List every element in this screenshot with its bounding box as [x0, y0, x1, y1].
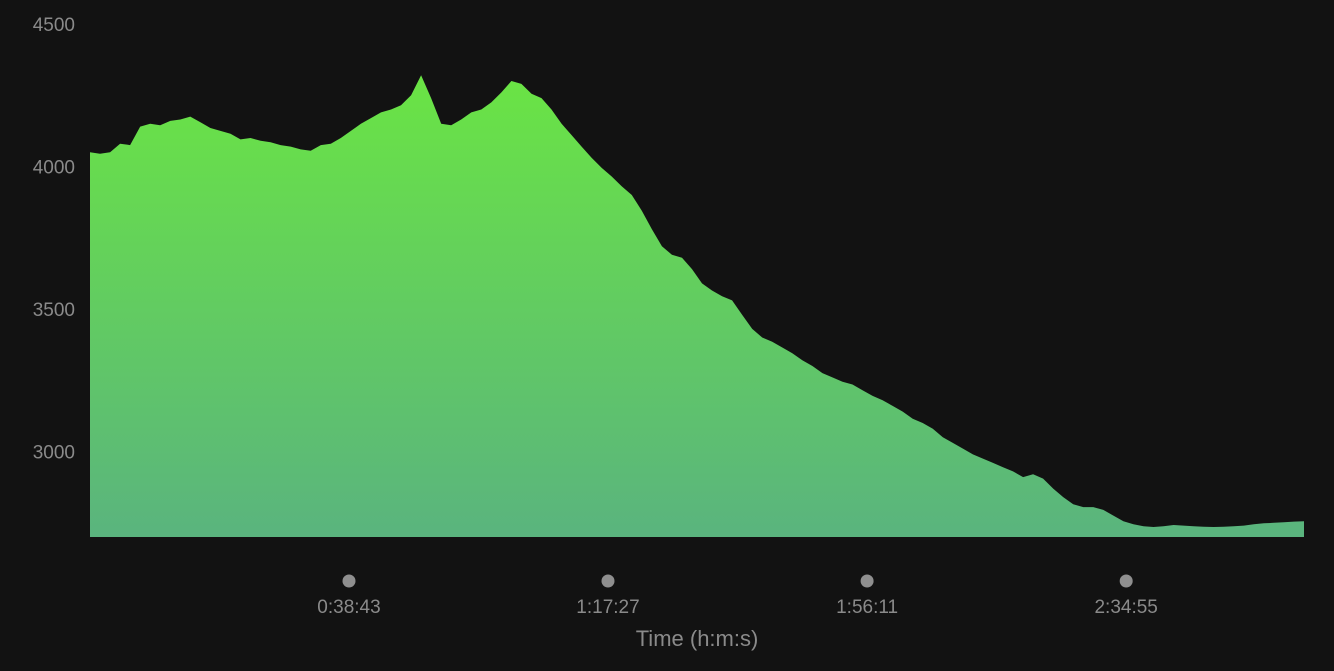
x-axis-title: Time (h:m:s) — [636, 626, 759, 651]
y-tick-label: 4500 — [33, 15, 75, 36]
y-tick-label: 3000 — [33, 443, 75, 464]
x-tick-label: 2:34:55 — [1094, 597, 1157, 618]
area-layer — [90, 75, 1304, 538]
y-tick-label: 3500 — [33, 300, 75, 321]
y-tick-label: 4000 — [33, 158, 75, 179]
x-tick-dot — [860, 574, 874, 588]
x-tick-label: 1:17:27 — [576, 597, 639, 618]
x-axis-ticks: 0:38:43 1:17:27 1:56:11 2:34:55 — [317, 574, 1158, 618]
x-tick-dot — [1119, 574, 1133, 588]
x-tick-dot — [342, 574, 356, 588]
elevation-area-0 — [90, 75, 1304, 538]
x-tick-label: 1:56:11 — [836, 597, 898, 618]
x-tick-label: 0:38:43 — [317, 597, 380, 618]
y-axis-ticks: 3000 3500 4000 4500 — [33, 15, 75, 464]
x-tick-dot — [601, 574, 615, 588]
